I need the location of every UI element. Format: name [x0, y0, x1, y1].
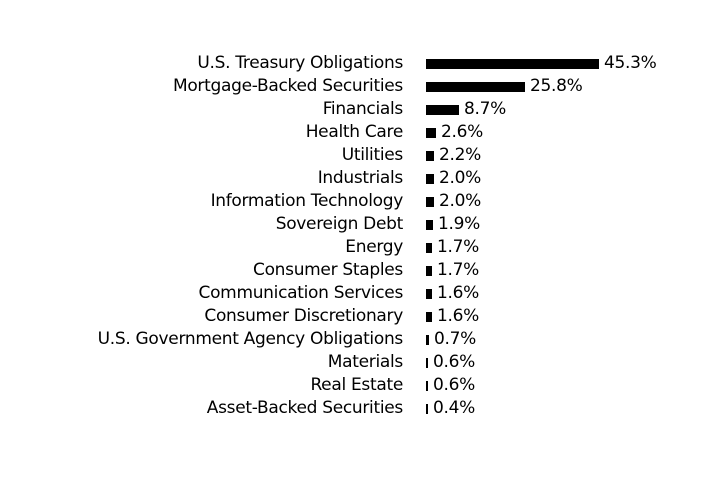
category-label: Information Technology	[210, 191, 404, 211]
bar-area: 0.6%	[426, 351, 475, 374]
bar	[426, 173, 434, 184]
bar-area: 1.7%	[426, 259, 479, 282]
chart-row: Health Care 2.6%	[0, 121, 708, 144]
bar	[426, 357, 428, 368]
chart-row: U.S. Treasury Obligations 45.3%	[0, 52, 708, 75]
bar-area: 2.0%	[426, 167, 481, 190]
category-label: U.S. Government Agency Obligations	[97, 329, 404, 349]
chart-row: Information Technology 2.0%	[0, 190, 708, 213]
bar-area: 0.6%	[426, 374, 475, 397]
category-label: Sovereign Debt	[275, 214, 404, 234]
bar-area: 2.6%	[426, 121, 483, 144]
category-label: Health Care	[305, 122, 404, 142]
value-label: 25.8%	[530, 76, 583, 96]
category-label: Mortgage-Backed Securities	[172, 76, 403, 96]
category-label: Real Estate	[310, 375, 403, 395]
bar	[426, 127, 436, 138]
value-label: 1.7%	[437, 237, 479, 257]
bar	[426, 380, 428, 391]
bar-area: 0.4%	[426, 397, 475, 420]
bar-area: 2.2%	[426, 144, 481, 167]
value-label: 0.6%	[433, 375, 475, 395]
chart-row: Communication Services 1.6%	[0, 282, 708, 305]
category-label: U.S. Treasury Obligations	[197, 53, 403, 73]
category-label: Communication Services	[198, 283, 404, 303]
chart-row: U.S. Government Agency Obligations 0.7%	[0, 328, 708, 351]
category-label: Consumer Staples	[253, 260, 403, 280]
bar	[426, 150, 434, 161]
value-label: 0.7%	[434, 329, 476, 349]
category-label: Industrials	[317, 168, 404, 188]
bar	[426, 311, 432, 322]
value-label: 2.2%	[439, 145, 481, 165]
bar	[426, 288, 432, 299]
bar-area: 1.6%	[426, 305, 479, 328]
chart-row: Asset-Backed Securities 0.4%	[0, 397, 708, 420]
bar	[426, 196, 434, 207]
value-label: 1.7%	[437, 260, 479, 280]
bar-area: 1.9%	[426, 213, 480, 236]
bar-area: 8.7%	[426, 98, 506, 121]
bar-area: 45.3%	[426, 52, 657, 75]
category-label: Asset-Backed Securities	[206, 398, 404, 418]
bar	[426, 58, 599, 69]
bar	[426, 81, 525, 92]
bar-area: 2.0%	[426, 190, 481, 213]
bar	[426, 219, 433, 230]
bar-area: 1.7%	[426, 236, 479, 259]
bar-area: 1.6%	[426, 282, 479, 305]
value-label: 1.9%	[438, 214, 480, 234]
bar-area: 0.7%	[426, 328, 476, 351]
chart-row: Materials 0.6%	[0, 351, 708, 374]
sector-allocation-bar-chart: U.S. Treasury Obligations 45.3% Mortgage…	[0, 52, 708, 420]
category-label: Financials	[322, 99, 404, 119]
bar	[426, 265, 432, 276]
category-label: Energy	[345, 237, 403, 257]
category-label: Materials	[327, 352, 404, 372]
chart-row: Industrials 2.0%	[0, 167, 708, 190]
value-label: 2.0%	[439, 191, 481, 211]
value-label: 2.6%	[441, 122, 483, 142]
bar	[426, 242, 432, 253]
value-label: 0.4%	[433, 398, 475, 418]
chart-row: Real Estate 0.6%	[0, 374, 708, 397]
value-label: 2.0%	[439, 168, 481, 188]
chart-row: Consumer Staples 1.7%	[0, 259, 708, 282]
bar	[426, 334, 429, 345]
value-label: 45.3%	[604, 53, 657, 73]
category-label: Consumer Discretionary	[204, 306, 403, 326]
value-label: 1.6%	[437, 283, 479, 303]
value-label: 8.7%	[464, 99, 506, 119]
value-label: 0.6%	[433, 352, 475, 372]
bar	[426, 403, 428, 414]
chart-row: Financials 8.7%	[0, 98, 708, 121]
chart-row: Utilities 2.2%	[0, 144, 708, 167]
bar-area: 25.8%	[426, 75, 583, 98]
value-label: 1.6%	[437, 306, 479, 326]
chart-row: Energy 1.7%	[0, 236, 708, 259]
chart-row: Mortgage-Backed Securities 25.8%	[0, 75, 708, 98]
category-label: Utilities	[341, 145, 404, 165]
chart-row: Consumer Discretionary 1.6%	[0, 305, 708, 328]
bar	[426, 104, 459, 115]
chart-row: Sovereign Debt 1.9%	[0, 213, 708, 236]
